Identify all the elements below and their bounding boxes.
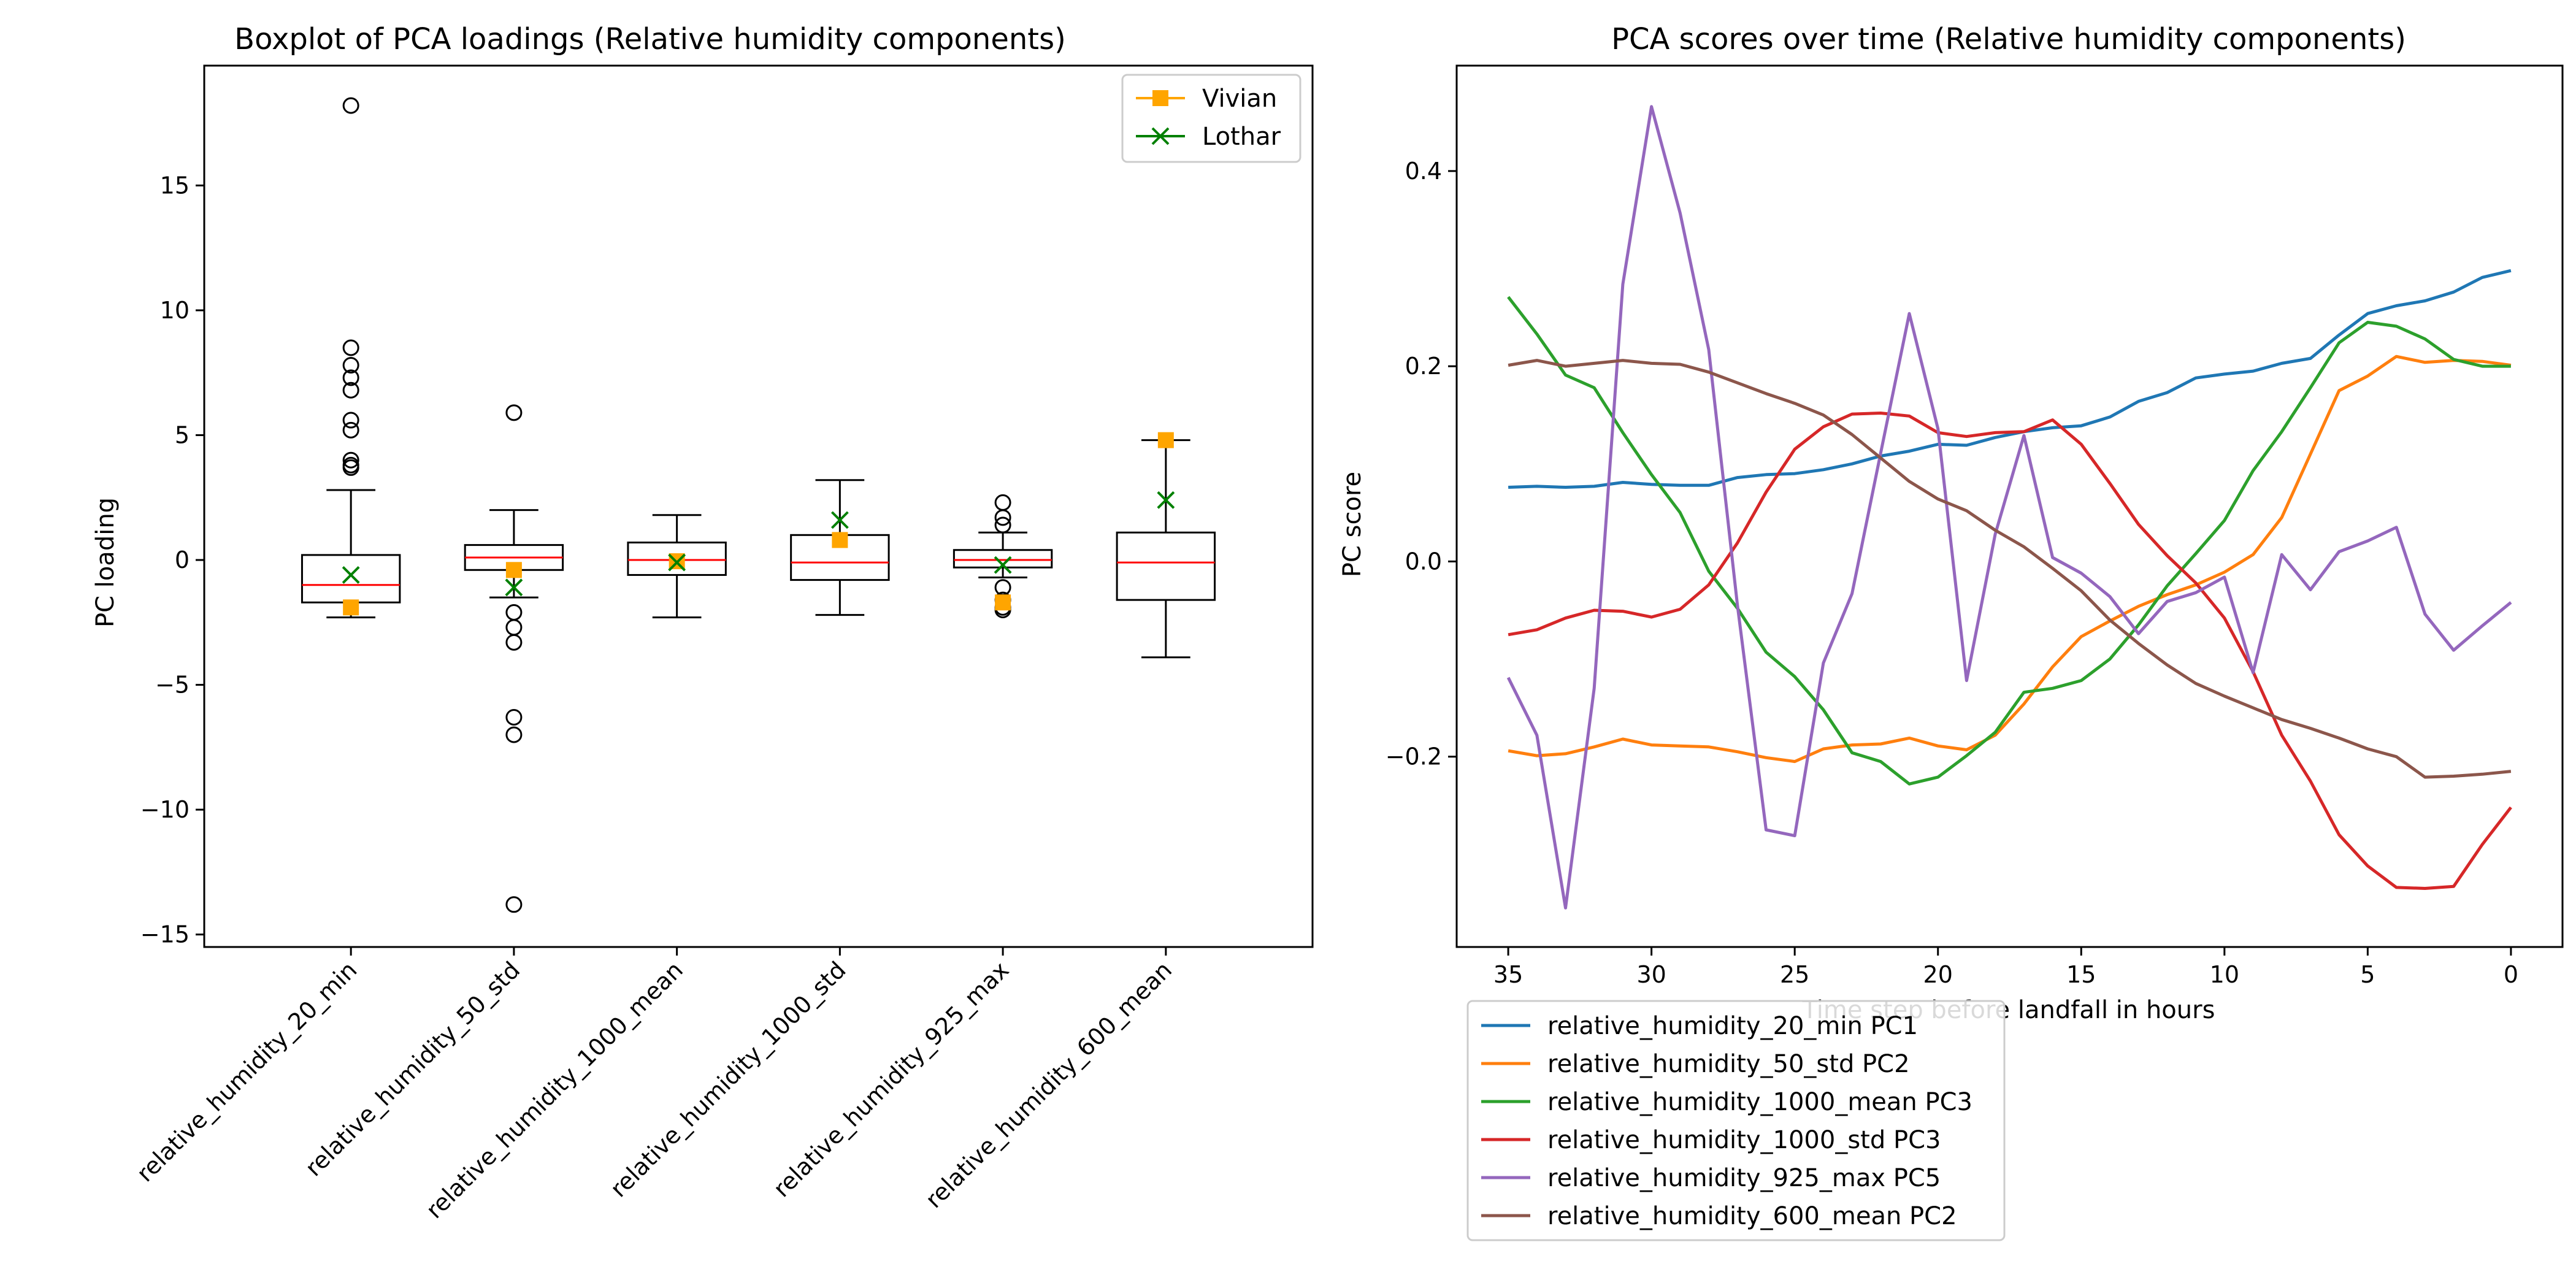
marker-vivian — [995, 594, 1011, 611]
boxplot-ytick-label: −5 — [155, 672, 190, 699]
line-legend-box — [1466, 1000, 2006, 1241]
outlier-point — [342, 339, 359, 356]
line-ytick-label: 0.4 — [1405, 158, 1442, 185]
line-xticks: 35 30 25 20 15 10 5 0 — [1493, 947, 2518, 988]
series-relative_humidity_50_std-pc2 — [1508, 355, 2512, 764]
legend-label: Vivian — [1202, 85, 1277, 113]
marker-vivian — [505, 562, 522, 578]
legend-entry-relative_humidity_925_max-pc5: relative_humidity_925_max PC5 — [1481, 1164, 1941, 1192]
line-ylabel: PC score — [1338, 472, 1367, 577]
boxplot-ytick-label: 10 — [160, 297, 190, 324]
boxplot-legend: Vivian Lothar — [1121, 74, 1301, 163]
line-frame — [1455, 64, 2564, 948]
marker-lothar — [342, 566, 360, 584]
outlier-point — [505, 708, 523, 726]
legend-label: relative_humidity_50_std PC2 — [1547, 1050, 1910, 1078]
marker-vivian — [1157, 432, 1174, 448]
boxplot-title: Boxplot of PCA loadings (Relative humidi… — [234, 22, 1066, 56]
outlier-point — [342, 451, 359, 469]
line-ytick-label: 0.2 — [1405, 353, 1442, 380]
outlier-point — [342, 381, 359, 399]
box-iqr — [627, 542, 727, 576]
outlier-point — [342, 356, 359, 374]
line-ytick-label: 0.0 — [1405, 548, 1442, 575]
line-ytick-label: −0.2 — [1386, 743, 1442, 770]
legend-label: relative_humidity_1000_std PC3 — [1547, 1126, 1941, 1154]
box-relative_humidity_50_std — [464, 404, 564, 913]
outlier-point — [994, 509, 1011, 526]
marker-lothar — [505, 578, 523, 597]
outlier-point — [342, 369, 359, 386]
box-relative_humidity_600_mean — [1116, 439, 1216, 659]
outlier-point — [505, 726, 523, 743]
outlier-point — [342, 97, 359, 114]
legend-entry-relative_humidity_600_mean-pc2: relative_humidity_600_mean PC2 — [1481, 1202, 1957, 1230]
legend-label: Lothar — [1202, 123, 1281, 151]
line-xtick-label: 30 — [1636, 961, 1666, 988]
legend-label: relative_humidity_1000_mean PC3 — [1547, 1088, 1972, 1116]
marker-lothar — [994, 556, 1012, 574]
legend-entry-relative_humidity_50_std-pc2: relative_humidity_50_std PC2 — [1481, 1050, 1910, 1078]
legend-entry-relative_humidity_1000_mean-pc3: relative_humidity_1000_mean PC3 — [1481, 1088, 1972, 1116]
legend-label: relative_humidity_20_min PC1 — [1547, 1012, 1918, 1040]
series-relative_humidity_600_mean-pc2 — [1508, 359, 2512, 779]
line-xtick-label: 5 — [2360, 961, 2375, 988]
line-legend: relative_humidity_20_min PC1 relative_hum… — [1466, 1000, 2006, 1241]
boxplot-ytick-label: 15 — [160, 172, 190, 199]
legend-entry-relative_humidity_1000_std-pc3: relative_humidity_1000_std PC3 — [1481, 1126, 1941, 1154]
boxplot-boxes — [301, 97, 1216, 913]
boxplot-yticks: −15 −10 −5 0 5 10 15 — [140, 172, 204, 948]
series-relative_humidity_20_min-pc1 — [1508, 269, 2512, 489]
outlier-point — [342, 459, 359, 476]
line-title: PCA scores over time (Relative humidity … — [1611, 22, 2406, 56]
marker-vivian — [832, 532, 848, 548]
line-xtick-label: 15 — [2066, 961, 2096, 988]
series-relative_humidity_1000_std-pc3 — [1508, 412, 2512, 890]
boxplot-ytick-label: 0 — [175, 546, 190, 573]
outlier-point — [994, 516, 1011, 534]
marker-lothar — [830, 511, 849, 529]
line-xtick-label: 35 — [1493, 961, 1523, 988]
outlier-point — [505, 404, 523, 421]
outlier-point — [342, 421, 359, 439]
legend-marker — [1152, 90, 1168, 106]
boxplot-frame — [203, 64, 1314, 948]
marker-lothar — [1157, 491, 1175, 509]
legend-entry-relative_humidity_20_min-pc1: relative_humidity_20_min PC1 — [1481, 1012, 1918, 1040]
line-xtick-label: 10 — [2210, 961, 2239, 988]
legend-marker — [1151, 127, 1170, 145]
boxplot-ytick-label: −10 — [140, 796, 190, 823]
line-series — [1506, 105, 2512, 910]
line-xtick-label: 0 — [2504, 961, 2518, 988]
box-iqr — [953, 549, 1053, 569]
line-panel: PCA scores over time (Relative humidity … — [1338, 22, 2564, 1241]
boxplot-overlay-markers — [342, 432, 1175, 616]
legend-entry-lothar: Lothar — [1136, 123, 1281, 151]
legend-label: relative_humidity_600_mean PC2 — [1547, 1202, 1957, 1230]
series-relative_humidity_1000_mean-pc3 — [1507, 296, 2511, 786]
line-yticks: −0.2 0.0 0.2 0.4 — [1386, 158, 1457, 770]
boxplot-ytick-label: 5 — [175, 421, 190, 448]
outlier-point — [505, 896, 523, 913]
legend-entry-vivian: Vivian — [1136, 85, 1277, 113]
line-xtick-label: 20 — [1923, 961, 1953, 988]
marker-vivian — [343, 599, 359, 616]
series-relative_humidity_925_max-pc5 — [1506, 105, 2512, 910]
box-iqr — [1116, 531, 1216, 601]
outlier-point — [342, 412, 359, 429]
boxplot-ylabel: PC loading — [91, 497, 120, 627]
boxplot-ytick-label: −15 — [140, 921, 190, 948]
legend-label: relative_humidity_925_max PC5 — [1547, 1164, 1941, 1192]
marker-lothar — [668, 553, 686, 572]
outlier-point — [505, 634, 523, 651]
line-xtick-label: 25 — [1780, 961, 1809, 988]
